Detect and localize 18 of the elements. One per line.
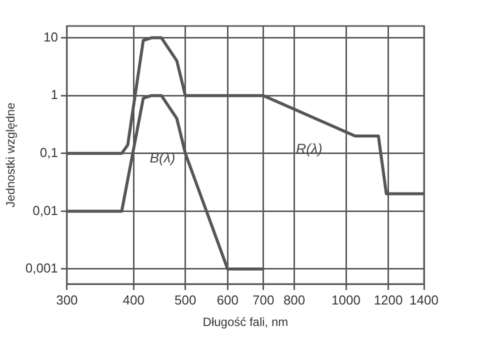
x-tick-label: 1200: [374, 292, 403, 308]
x-tick-label: 800: [283, 292, 306, 308]
x-tick-label: 700: [252, 292, 274, 308]
series-label: R(λ): [296, 140, 322, 157]
x-tick-label: 1000: [332, 292, 360, 308]
x-tick-label: 400: [122, 292, 144, 308]
series-label: B(λ): [150, 150, 176, 166]
x-tick-label: 500: [174, 292, 196, 308]
x-tick-label: 600: [216, 292, 238, 308]
y-tick-label: 0,01: [32, 202, 58, 218]
y-tick-label: 10: [43, 29, 58, 44]
x-tick-label: 1400: [410, 292, 438, 308]
y-tick-label: 0,001: [25, 260, 58, 276]
x-axis-title: Długość fali, nm: [202, 315, 288, 330]
x-tick-label: 300: [56, 292, 78, 308]
y-axis-title: Jednostki względne: [4, 102, 18, 208]
y-tick-label: 0,1: [40, 144, 58, 160]
y-tick-label: 1: [50, 87, 58, 102]
